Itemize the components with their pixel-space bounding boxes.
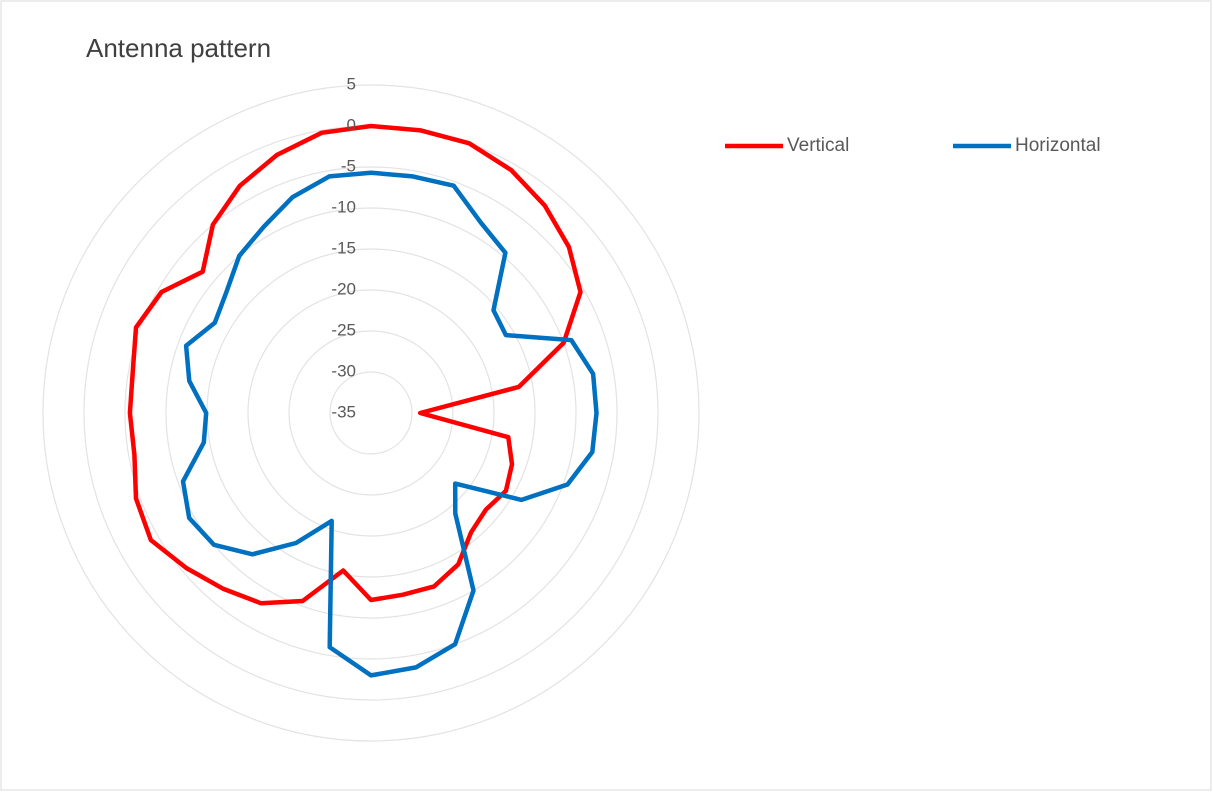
series-line: [180, 170, 599, 678]
grid-ring: [42, 84, 700, 742]
series-line: [127, 123, 583, 606]
legend-label: Vertical: [787, 135, 849, 156]
legend-label: Horizontal: [1015, 135, 1101, 156]
grid-ring: [329, 371, 413, 455]
r-tick-label: -10: [331, 197, 356, 216]
grid-ring: [247, 289, 495, 537]
r-tick-label: -25: [331, 320, 356, 339]
r-tick-label: -20: [331, 279, 356, 298]
grid-ring: [124, 166, 618, 660]
r-tick-label: -35: [331, 402, 356, 421]
r-tick-label: 5: [347, 74, 356, 93]
r-tick-label: -30: [331, 361, 356, 380]
chart-title: Antenna pattern: [86, 33, 271, 63]
r-tick-label: -5: [341, 156, 356, 175]
grid-ring: [288, 330, 454, 496]
grid-ring: [165, 207, 577, 619]
r-tick-label: 0: [347, 115, 356, 134]
r-tick-label: -15: [331, 238, 356, 257]
